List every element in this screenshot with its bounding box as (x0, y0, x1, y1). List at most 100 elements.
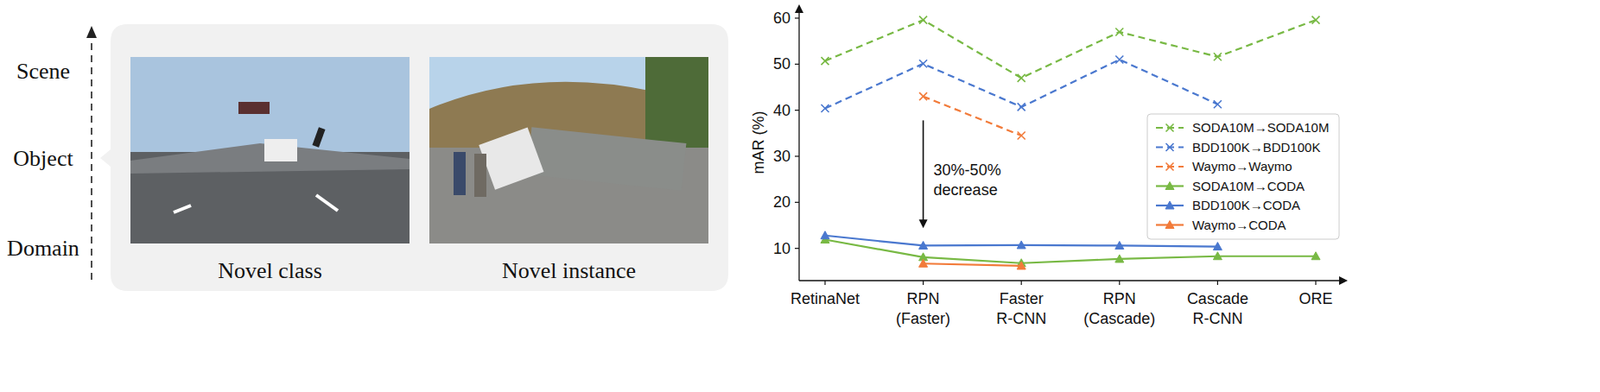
marker-stroke (919, 59, 927, 68)
marker-triangle (1016, 241, 1026, 249)
legend-marker (1165, 221, 1175, 229)
marker-triangle (1311, 252, 1321, 261)
y-tick-label: 50 (773, 55, 791, 73)
marker-x (1017, 102, 1026, 111)
series-line (923, 263, 1023, 267)
marker-x (1213, 100, 1222, 108)
marker-stroke (1115, 56, 1124, 64)
marker-stroke (1115, 28, 1124, 37)
legend-marker (1166, 124, 1175, 133)
level-label: Object (12, 146, 74, 172)
y-tick-label: 20 (773, 193, 791, 211)
panel-background (100, 24, 729, 292)
marker-stroke (1312, 16, 1321, 25)
image-caption: Novel instance (501, 258, 636, 284)
tire (311, 126, 325, 147)
annotation-arrow (922, 120, 925, 222)
series-line (825, 59, 1218, 109)
marker-x (919, 16, 927, 25)
lane (173, 205, 191, 213)
marker-x (919, 92, 927, 101)
level-arrow-head (86, 25, 97, 39)
marker-stroke (1017, 132, 1026, 140)
x-axis-arrow (1339, 276, 1348, 286)
annotation-arrow-head (919, 219, 928, 229)
legend: SODA10M→SODA10M BDD100K→BDD100K Waymo→Waym… (1147, 114, 1340, 240)
legend-label: BDD100K→CODA (1192, 197, 1301, 213)
person (474, 153, 487, 197)
y-axis-arrow (794, 4, 804, 13)
marker-x (1115, 28, 1124, 37)
y-tick (794, 247, 800, 249)
marker-triangle (1212, 242, 1222, 251)
x-tick-label: RPN(Cascade) (1083, 290, 1156, 328)
legend-marker (1166, 163, 1175, 172)
series-line (825, 19, 1316, 78)
legend-box (1147, 114, 1340, 240)
marker-stroke (821, 104, 830, 113)
x-tick-label: FasterR-CNN (996, 290, 1047, 328)
x-tick (1118, 280, 1120, 286)
y-tick-label: 30 (773, 147, 791, 166)
sky (429, 57, 709, 244)
marker-stroke (1166, 163, 1175, 172)
marker-stroke (919, 92, 927, 101)
lane (316, 195, 338, 211)
marker-stroke (919, 16, 927, 25)
photo (130, 57, 410, 244)
level-label: Domain (6, 235, 80, 261)
marker-stroke (821, 57, 830, 65)
y-tick (794, 63, 800, 65)
marker-stroke (1166, 124, 1175, 133)
y-axis (798, 11, 800, 281)
marker-stroke (1213, 52, 1222, 61)
y-tick-label: 60 (773, 9, 791, 27)
x-tick (824, 280, 826, 286)
marker-triangle (919, 259, 928, 267)
marker-triangle (1016, 261, 1026, 270)
x-tick-label: RetinaNet (790, 290, 860, 308)
x-tick (1314, 280, 1316, 286)
figure: Scene Object Domain Novel class Novel instan… (0, 0, 1600, 392)
marker-x (1213, 52, 1222, 61)
series-line (923, 96, 1023, 136)
y-tick-label: 40 (773, 101, 791, 120)
legend-label: SODA10M→CODA (1192, 178, 1305, 194)
annotation: 30%-50%decrease (933, 161, 1002, 199)
legend-label: BDD100K→BDD100K (1192, 139, 1321, 155)
x-tick (1217, 280, 1219, 286)
trailer (526, 126, 687, 191)
marker-x (1312, 16, 1321, 25)
marker-x (1115, 56, 1124, 64)
level-arrow (90, 34, 93, 280)
y-tick (794, 17, 800, 19)
legend-label: Waymo→Waymo (1192, 158, 1293, 174)
legend-label: SODA10M→SODA10M (1192, 120, 1329, 135)
marker-stroke (1017, 74, 1026, 83)
marker-triangle (1115, 241, 1124, 249)
image-caption: Novel class (217, 258, 323, 284)
y-tick (794, 109, 800, 111)
marker-triangle (820, 231, 830, 240)
plot-area (820, 16, 1321, 270)
y-tick (794, 202, 800, 204)
level-label: Scene (16, 58, 70, 84)
legend-label: Waymo→CODA (1192, 217, 1287, 233)
marker-x (1017, 132, 1026, 140)
marker-stroke (1213, 100, 1222, 108)
marker-stroke (1166, 143, 1175, 152)
marker-stroke (1017, 102, 1026, 111)
sky (130, 57, 410, 244)
y-tick (794, 155, 800, 157)
x-tick (922, 280, 924, 286)
x-tick-label: ORE (1298, 290, 1333, 308)
legend-marker (1165, 182, 1175, 191)
x-tick (1021, 280, 1023, 286)
y-tick-label: 10 (773, 240, 791, 258)
person (453, 152, 466, 196)
x-axis (799, 279, 1341, 281)
marker-x (821, 57, 830, 65)
legend-marker (1165, 201, 1175, 210)
marker-triangle (1115, 254, 1124, 263)
y-axis-label: mAR (%) (749, 111, 768, 175)
